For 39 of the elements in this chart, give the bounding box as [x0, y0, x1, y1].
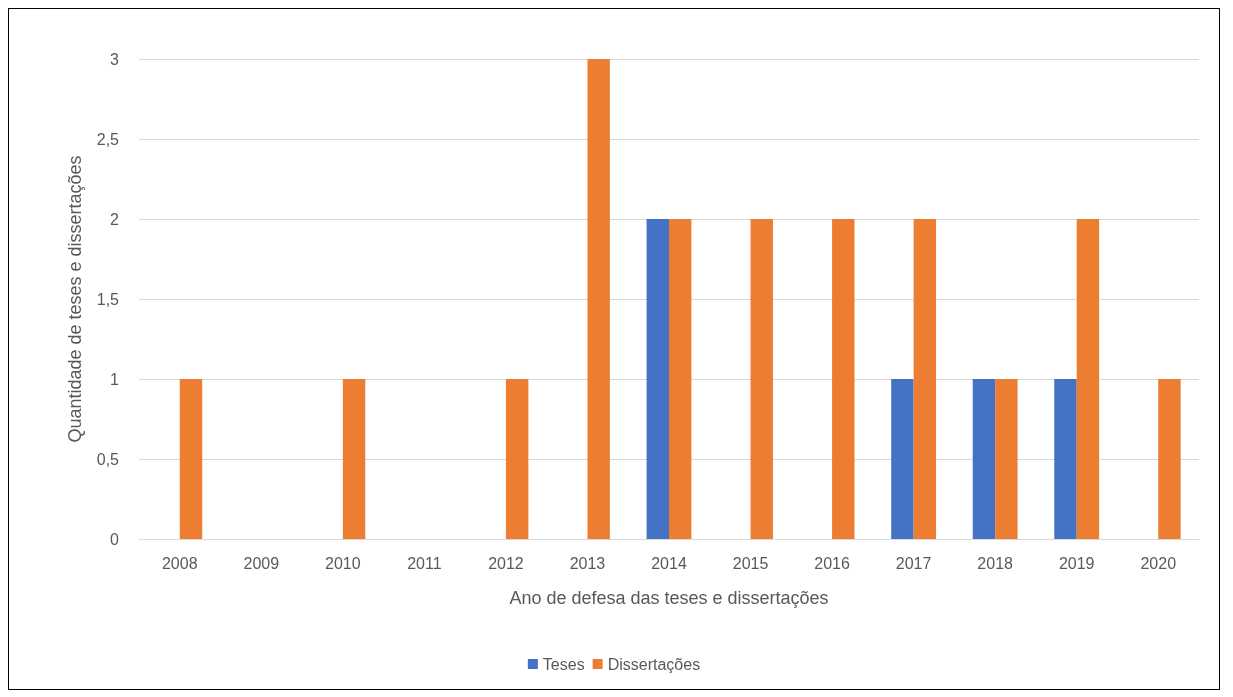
x-tick-label: 2020 — [1140, 554, 1177, 572]
legend-label: Teses — [542, 655, 585, 673]
x-tick-label: 2018 — [977, 554, 1014, 572]
x-tick-label: 2009 — [243, 554, 280, 572]
x-tick-label: 2010 — [325, 554, 361, 572]
bar — [1076, 219, 1100, 539]
bar — [505, 379, 529, 539]
bar — [179, 379, 203, 539]
legend-label: Dissertações — [607, 655, 701, 673]
y-tick-label: 0,5 — [96, 450, 120, 468]
bar — [1054, 379, 1077, 539]
x-axis-title: Ano de defesa das teses e dissertações — [509, 588, 829, 608]
x-tick-label: 2013 — [569, 554, 606, 572]
y-tick-label: 0 — [110, 530, 120, 548]
x-tick-label: 2017 — [895, 554, 932, 572]
bar — [750, 219, 773, 539]
bar — [669, 219, 692, 539]
bar — [995, 379, 1018, 539]
bar — [587, 59, 610, 539]
y-tick-label: 3 — [110, 50, 120, 68]
x-tick-label: 2008 — [161, 554, 198, 572]
bar — [891, 379, 914, 539]
bar — [972, 379, 996, 539]
y-tick-label: 2,5 — [96, 130, 120, 148]
x-tick-label: 2012 — [488, 554, 524, 572]
x-tick-label: 2019 — [1058, 554, 1095, 572]
y-axis-title: Quantidade de teses e dissertações — [65, 155, 85, 443]
x-tick-label: 2014 — [651, 554, 687, 572]
y-tick-label: 1 — [110, 370, 120, 388]
bar — [342, 379, 366, 539]
y-tick-label: 2 — [110, 210, 120, 228]
y-tick-label: 1,5 — [96, 290, 120, 308]
bar — [832, 219, 855, 539]
bar — [913, 219, 937, 539]
bar — [646, 219, 669, 539]
x-tick-label: 2016 — [814, 554, 850, 572]
x-tick-label: 2015 — [732, 554, 769, 572]
bar — [1158, 379, 1181, 539]
x-tick-label: 2011 — [407, 554, 442, 572]
